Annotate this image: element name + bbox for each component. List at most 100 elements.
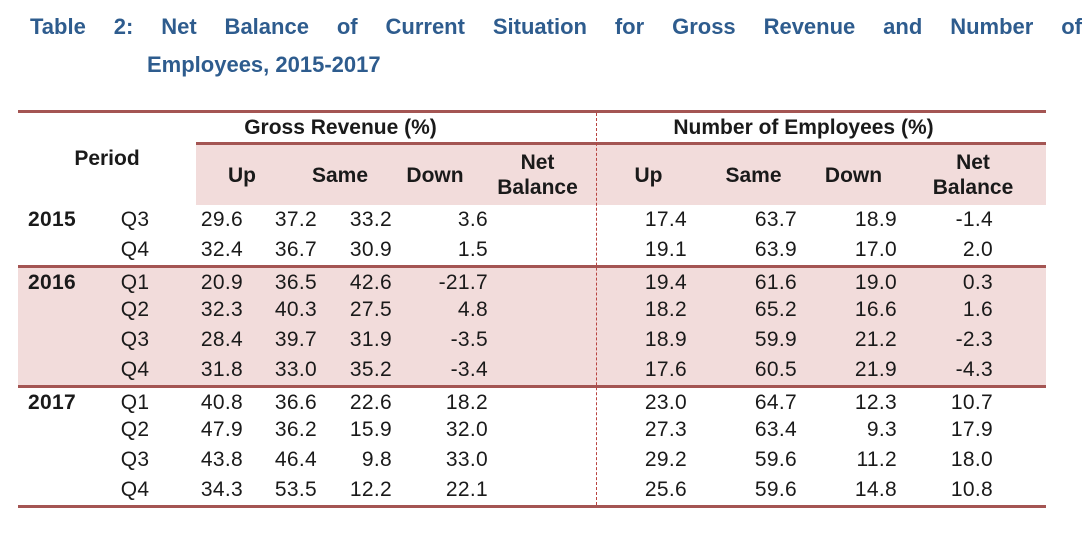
value-cell: 35.2 <box>349 358 392 381</box>
year-cell <box>18 235 110 265</box>
value-cell: 32.0 <box>445 418 488 441</box>
value-cell: 59.9 <box>754 328 797 351</box>
table-row: Q2 47.9 36.2 15.9 32.0 27.3 63.4 9.3 17.… <box>18 415 1046 445</box>
value-cell: 18.9 <box>854 208 897 231</box>
value-cell: 40.3 <box>274 298 317 321</box>
group-divider-dashed-line <box>596 113 597 505</box>
value-cell: -2.3 <box>955 328 993 351</box>
value-cell: 1.6 <box>962 298 993 321</box>
sub-header-row: Up Same Down Net Balance Up Same Down Ne… <box>196 142 1046 205</box>
year-cell <box>18 325 110 355</box>
table-body: 2015 Q3 29.6 37.2 33.2 3.6 17.4 63.7 18.… <box>18 205 1046 505</box>
value-cell: 23.0 <box>644 391 687 414</box>
value-cell: 42.6 <box>349 271 392 294</box>
year-cell: 2017 <box>28 391 76 414</box>
value-cell: 43.8 <box>200 448 243 471</box>
year-cell: 2016 <box>28 271 76 294</box>
caption-line-2: Employees, 2015-2017 <box>147 52 381 77</box>
year-cell <box>18 445 110 475</box>
value-cell: 36.6 <box>274 391 317 414</box>
table-row: 2017 Q1 40.8 36.6 22.6 18.2 23.0 64.7 12… <box>18 385 1046 415</box>
table-caption: Table 2: Net Balance of Current Situatio… <box>30 8 1082 84</box>
value-cell: 29.2 <box>644 448 687 471</box>
value-cell: 16.6 <box>854 298 897 321</box>
value-cell: 30.9 <box>349 238 392 261</box>
value-cell: 10.7 <box>950 391 993 414</box>
table-row: Q3 28.4 39.7 31.9 -3.5 18.9 59.9 21.2 -2… <box>18 325 1046 355</box>
value-cell: 27.3 <box>644 418 687 441</box>
quarter-cell: Q1 <box>120 271 150 294</box>
table-row: Q3 43.8 46.4 9.8 33.0 29.2 59.6 11.2 18.… <box>18 445 1046 475</box>
value-cell: 63.4 <box>754 418 797 441</box>
table-row: 2015 Q3 29.6 37.2 33.2 3.6 17.4 63.7 18.… <box>18 205 1046 235</box>
value-cell: 2.0 <box>962 238 993 261</box>
quarter-cell: Q3 <box>120 328 150 351</box>
value-cell: 40.8 <box>200 391 243 414</box>
table-header: Period Gross Revenue (%) Number of Emplo… <box>18 113 1046 205</box>
table-row: 2016 Q1 20.9 36.5 42.6 -21.7 19.4 61.6 1… <box>18 265 1046 295</box>
quarter-cell: Q1 <box>120 391 150 414</box>
value-cell: 17.6 <box>644 358 687 381</box>
value-cell: 36.5 <box>274 271 317 294</box>
value-cell: 18.0 <box>950 448 993 471</box>
value-cell: 36.7 <box>274 238 317 261</box>
value-cell: 18.9 <box>644 328 687 351</box>
table-row: Q4 34.3 53.5 12.2 22.1 25.6 59.6 14.8 10… <box>18 475 1046 505</box>
value-cell: 19.4 <box>644 271 687 294</box>
value-cell: 61.6 <box>754 271 797 294</box>
column-header-employees-up: Up <box>634 163 663 187</box>
value-cell: 12.3 <box>854 391 897 414</box>
table-row: Q4 32.4 36.7 30.9 1.5 19.1 63.9 17.0 2.0 <box>18 235 1046 265</box>
caption-label: Table 2: <box>30 14 134 39</box>
value-cell: 1.5 <box>457 238 488 261</box>
value-cell: 10.8 <box>950 478 993 501</box>
column-header-revenue-net-balance: Net Balance <box>497 151 578 199</box>
value-cell: 63.7 <box>754 208 797 231</box>
column-header-employees-same: Same <box>725 163 782 187</box>
value-cell: 19.1 <box>644 238 687 261</box>
value-cell: 18.2 <box>445 391 488 414</box>
year-cell <box>18 475 110 505</box>
year-cell: 2015 <box>28 208 76 231</box>
value-cell: 59.6 <box>754 478 797 501</box>
value-cell: 33.2 <box>349 208 392 231</box>
value-cell: 59.6 <box>754 448 797 471</box>
value-cell: 20.9 <box>200 271 243 294</box>
value-cell: 18.2 <box>644 298 687 321</box>
value-cell: 46.4 <box>274 448 317 471</box>
value-cell: 22.1 <box>445 478 488 501</box>
value-cell: 15.9 <box>349 418 392 441</box>
value-cell: 22.6 <box>349 391 392 414</box>
group-header-employees: Number of Employees (%) <box>673 116 934 139</box>
year-cell <box>18 415 110 445</box>
value-cell: 33.0 <box>445 448 488 471</box>
value-cell: 33.0 <box>274 358 317 381</box>
quarter-cell: Q2 <box>120 418 150 441</box>
column-header-revenue-up: Up <box>228 163 256 187</box>
group-header-row: Gross Revenue (%) Number of Employees (%… <box>196 113 1046 142</box>
value-cell: 21.9 <box>854 358 897 381</box>
caption-text: Net Balance of Current Situation for Gro… <box>161 14 1082 39</box>
value-cell: 9.8 <box>361 448 392 471</box>
value-cell: 32.3 <box>200 298 243 321</box>
data-table: Period Gross Revenue (%) Number of Emplo… <box>18 110 1046 508</box>
caption-line-1: Table 2: Net Balance of Current Situatio… <box>30 8 1082 46</box>
value-cell: 39.7 <box>274 328 317 351</box>
value-cell: 64.7 <box>754 391 797 414</box>
value-cell: 63.9 <box>754 238 797 261</box>
value-cell: 28.4 <box>200 328 243 351</box>
value-cell: 60.5 <box>754 358 797 381</box>
value-cell: 12.2 <box>349 478 392 501</box>
value-cell: 31.8 <box>200 358 243 381</box>
value-cell: 0.3 <box>962 271 993 294</box>
year-cell <box>18 355 110 385</box>
column-header-employees-net-balance: Net Balance <box>932 151 1014 199</box>
column-header-employees-down: Down <box>824 163 883 187</box>
quarter-cell: Q4 <box>120 238 150 261</box>
column-header-revenue-same: Same <box>311 163 369 187</box>
value-cell: 14.8 <box>854 478 897 501</box>
value-cell: 34.3 <box>200 478 243 501</box>
value-cell: 21.2 <box>854 328 897 351</box>
value-cell: 25.6 <box>644 478 687 501</box>
